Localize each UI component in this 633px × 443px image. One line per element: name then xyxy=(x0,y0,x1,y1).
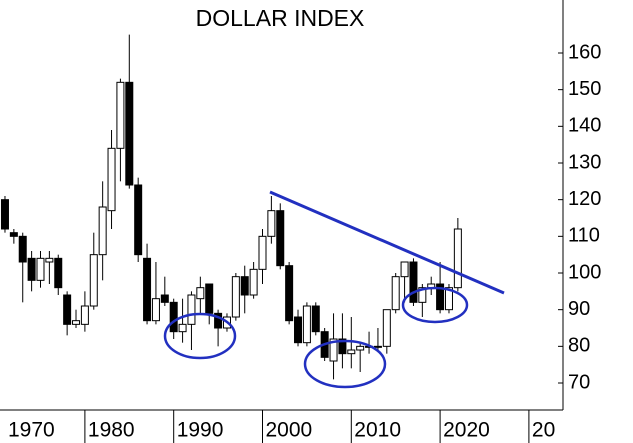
candle-body xyxy=(231,276,240,318)
y-tick-label: 90 xyxy=(568,298,590,320)
candle-body xyxy=(214,312,223,329)
y-tick-label: 70 xyxy=(568,371,590,393)
candle-body xyxy=(36,257,45,281)
y-tick-label: 140 xyxy=(568,115,601,137)
candle-body xyxy=(267,210,276,237)
candle-body xyxy=(134,184,143,256)
x-tick-label: 1990 xyxy=(177,419,224,442)
candle-body xyxy=(125,81,134,186)
candle-body xyxy=(338,338,347,355)
candle-body xyxy=(178,323,187,333)
candle-body xyxy=(453,228,462,289)
candle-body xyxy=(409,261,418,303)
candle-body xyxy=(72,320,81,325)
candle-body xyxy=(418,287,427,303)
candle-body xyxy=(98,206,107,256)
candle-body xyxy=(391,276,400,311)
candle-body xyxy=(205,283,214,314)
y-tick-label: 120 xyxy=(568,188,601,210)
highlight-ellipse xyxy=(163,312,237,360)
candle-body xyxy=(0,199,9,230)
highlight-ellipse xyxy=(303,339,387,389)
candle-body xyxy=(311,305,320,333)
candle-body xyxy=(444,287,453,311)
candle-body xyxy=(27,257,36,281)
candle-body xyxy=(151,298,160,322)
candle-body xyxy=(187,294,196,325)
x-tick-label: 2000 xyxy=(265,419,312,442)
y-tick-label: 100 xyxy=(568,261,601,283)
candle-body xyxy=(329,338,338,362)
candle-body xyxy=(382,309,391,347)
x-tick-label: 1970 xyxy=(8,419,55,442)
candle-body xyxy=(249,268,258,296)
x-tick-label: 20 xyxy=(532,419,555,442)
candle-body xyxy=(107,147,116,212)
candle-body xyxy=(240,276,249,296)
candle-body xyxy=(285,265,294,322)
x-tick-label: 2020 xyxy=(443,419,490,442)
y-tick-label: 110 xyxy=(568,225,600,247)
candle-body xyxy=(160,294,169,303)
candle-body xyxy=(169,301,178,333)
candle-body xyxy=(9,232,18,237)
candle-body xyxy=(116,81,125,149)
chart-title: DOLLAR INDEX xyxy=(196,5,365,31)
candle-body xyxy=(196,287,205,300)
candle-body xyxy=(347,349,356,355)
candle-body xyxy=(63,294,72,325)
candle-body xyxy=(436,283,445,311)
candle-body xyxy=(89,254,98,307)
candle-body xyxy=(258,235,267,270)
candle-body xyxy=(356,345,365,351)
y-tick-label: 160 xyxy=(568,41,601,63)
trend-line xyxy=(269,190,505,295)
candle-body xyxy=(276,210,285,267)
x-tick-label: 1980 xyxy=(88,419,135,442)
highlight-ellipse xyxy=(401,286,469,324)
candle-body xyxy=(80,305,89,325)
y-tick-label: 130 xyxy=(568,151,601,173)
candle-body xyxy=(373,345,382,348)
candle-body xyxy=(45,257,54,263)
candle-body xyxy=(18,235,27,263)
candle-body xyxy=(54,257,63,289)
candle-body xyxy=(400,261,409,278)
candle-body xyxy=(294,316,303,344)
candle-body xyxy=(143,257,152,322)
y-tick-label: 80 xyxy=(568,335,590,357)
candle-body xyxy=(302,305,311,344)
y-tick-label: 150 xyxy=(568,78,601,100)
x-tick-label: 2010 xyxy=(354,419,401,442)
plot-area xyxy=(0,34,462,380)
